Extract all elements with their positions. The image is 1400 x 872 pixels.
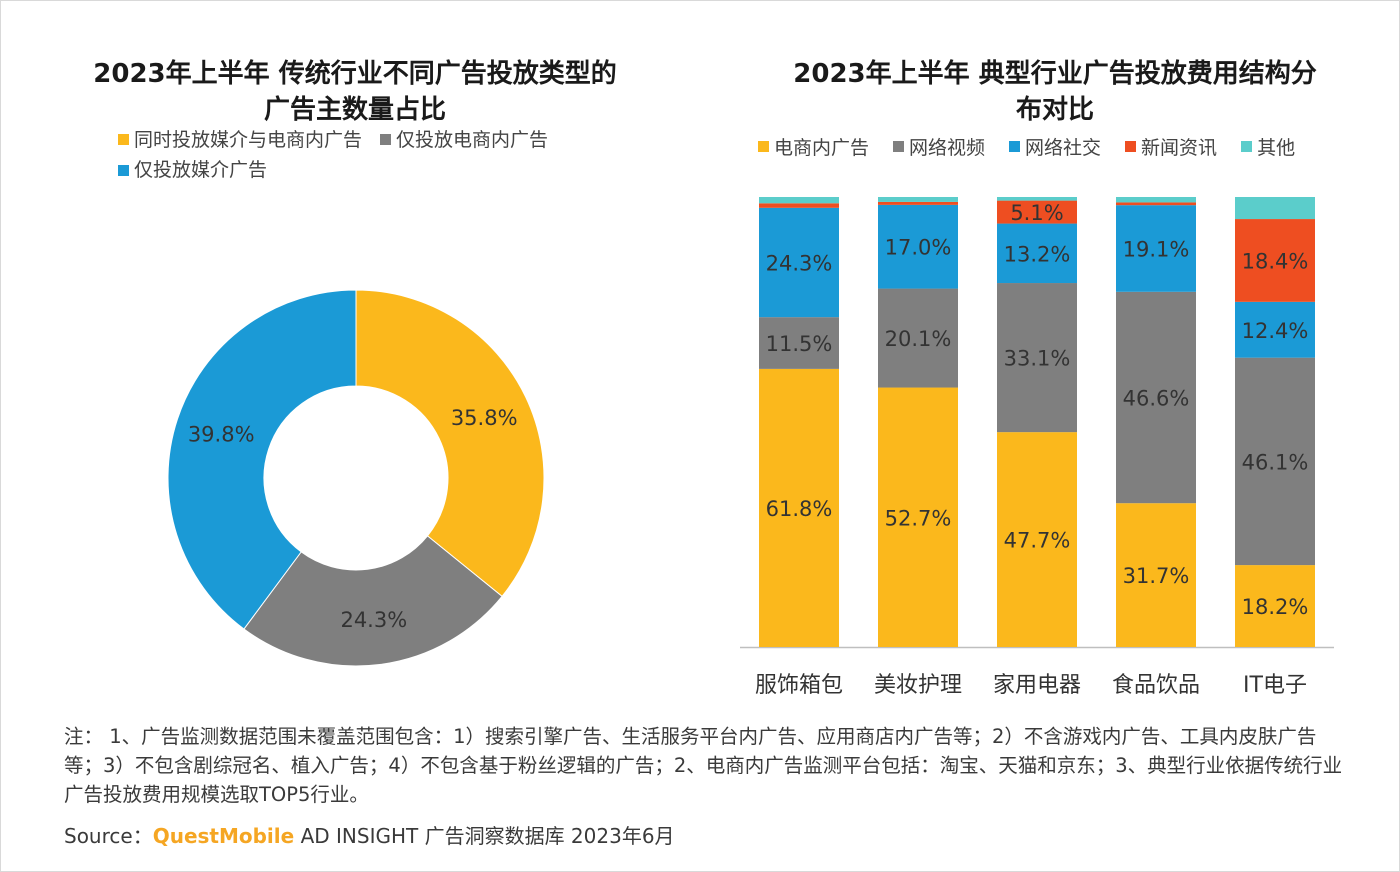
bar-segment-4-0: [1235, 565, 1315, 647]
donut-legend-item-1-swatch: [380, 134, 392, 145]
bar-value-label-4-0: 18.2%: [1242, 595, 1309, 619]
bar-value-label-0-0: 61.8%: [766, 497, 833, 521]
bar-segment-2-2: [997, 223, 1077, 284]
bar-title-line-1: 2023年上半年 典型行业广告投放费用结构分: [793, 59, 1317, 89]
donut-legend-item-0-swatch: [118, 134, 129, 145]
bar-legend-item-4-label: 其他: [1257, 137, 1296, 159]
donut-legend-item-1: 仅投放电商内广告: [380, 125, 548, 155]
donut-slice-0: [355, 289, 545, 598]
bar-value-label-2-2: 13.2%: [1004, 242, 1071, 266]
bar-value-label-3-2: 19.1%: [1123, 237, 1190, 261]
donut-slice-2: [167, 289, 357, 630]
bar-title-line-2: 布对比: [1015, 95, 1094, 125]
bar-segment-1-0: [878, 387, 958, 647]
bar-segment-0-0: [759, 368, 839, 647]
bar-segment-3-4: [1116, 197, 1196, 203]
donut-title-line-2: 广告主数量占比: [263, 95, 446, 125]
bar-value-label-4-3: 18.4%: [1242, 249, 1309, 273]
bar-segment-2-0: [997, 432, 1077, 647]
bar-legend-item-0: 电商内广告: [758, 133, 869, 160]
bar-segment-1-2: [878, 204, 958, 289]
bar-segment-2-4: [997, 197, 1077, 201]
footnote: 注： 1、广告监测数据范围未覆盖范围包含：1）搜索引擎广告、生活服务平台内广告、…: [64, 725, 1343, 806]
bar-segment-1-1: [878, 288, 958, 388]
donut-legend: 同时投放媒介与电商内广告 仅投放电商内广告仅投放媒介广告: [118, 124, 638, 185]
bar-segment-1-3: [878, 201, 958, 205]
donut-slice-1: [243, 535, 503, 667]
bar-legend-item-3: 新闻资讯: [1125, 133, 1217, 160]
bar-value-label-2-0: 47.7%: [1004, 529, 1071, 553]
bar-segment-3-1: [1116, 291, 1196, 504]
bar-value-label-1-1: 20.1%: [885, 327, 952, 351]
x-tick-label-4: IT电子: [1243, 673, 1307, 698]
bar-segment-0-4: [759, 197, 839, 204]
bar-legend-item-4: 其他: [1241, 133, 1295, 160]
x-tick-label-1: 美妆护理: [874, 673, 962, 698]
bar-segment-4-3: [1235, 219, 1315, 302]
bar-value-label-1-0: 52.7%: [885, 506, 952, 530]
source-prefix: Source：: [64, 824, 153, 848]
bar-legend-item-1: 网络视频: [893, 133, 985, 160]
bar-segment-1-4: [878, 197, 958, 202]
bar-value-label-0-2: 24.3%: [766, 251, 833, 275]
donut-title-line-1: 2023年上半年 传统行业不同广告投放类型的: [93, 59, 617, 89]
bar-legend-item-1-label: 网络视频: [909, 137, 986, 159]
bar-legend-item-2-swatch: [1009, 141, 1021, 152]
bar-value-label-1-2: 17.0%: [885, 236, 952, 260]
source-brand: QuestMobile: [152, 824, 295, 848]
bar-segment-2-1: [997, 283, 1077, 433]
donut-slice-label-1: 24.3%: [340, 608, 407, 632]
x-tick-label-0: 服饰箱包: [755, 673, 843, 698]
bar-legend-item-4-swatch: [1241, 141, 1253, 152]
bar-segment-3-0: [1116, 503, 1196, 647]
donut-chart: 35.8% 24.3% 39.8%: [167, 289, 545, 667]
bar-segment-4-1: [1235, 357, 1315, 566]
donut-legend-item-2-label: 仅投放媒介广告: [134, 159, 268, 181]
bar-legend-item-2-label: 网络社交: [1025, 137, 1102, 159]
bar-legend-item-2: 网络社交: [1009, 133, 1101, 160]
bar-value-label-4-2: 12.4%: [1242, 319, 1309, 343]
bar-segment-2-3: [997, 200, 1077, 224]
bar-value-label-2-1: 33.1%: [1004, 347, 1071, 371]
donut-slice-label-0: 35.8%: [451, 406, 518, 430]
x-tick-label-2: 家用电器: [993, 673, 1081, 698]
bar-value-label-4-1: 46.1%: [1242, 450, 1309, 474]
bar-segment-4-2: [1235, 301, 1315, 358]
bar-segment-3-2: [1116, 205, 1196, 292]
donut-legend-item-1-label: 仅投放电商内广告: [396, 128, 549, 151]
stacked-bar-chart: 61.8% 11.5% 24.3% 服饰箱包 52.7% 20.1% 17.0% 美妆护理 47…: [740, 197, 1334, 698]
source-line: Source：QuestMobile AD INSIGHT 广告洞察数据库 20…: [64, 820, 675, 849]
bar-chart-title: 2023年上半年 典型行业广告投放费用结构分 布对比: [760, 56, 1350, 128]
bar-legend-item-0-swatch: [758, 141, 769, 152]
bar-value-label-2-3: 5.1%: [1010, 201, 1063, 225]
bar-segment-0-3: [759, 203, 839, 208]
bar-legend: 电商内广告 网络视频 网络社交 新闻资讯 其他: [758, 133, 1398, 160]
bar-segment-0-2: [759, 207, 839, 318]
donut-chart-title: 2023年上半年 传统行业不同广告投放类型的 广告主数量占比: [60, 56, 650, 128]
x-tick-label-3: 食品饮品: [1112, 673, 1200, 698]
donut-legend-item-2: 仅投放媒介广告: [118, 155, 267, 185]
bar-legend-item-3-swatch: [1125, 141, 1137, 152]
donut-legend-item-0: 同时投放媒介与电商内广告: [118, 125, 362, 155]
bar-segment-0-1: [759, 317, 839, 369]
bar-value-label-3-0: 31.7%: [1123, 564, 1190, 588]
bar-segment-4-4: [1235, 197, 1315, 220]
donut-legend-item-0-label: 同时投放媒介与电商内广告: [134, 128, 363, 151]
source-description: AD INSIGHT 广告洞察数据库 2023年6月: [294, 824, 675, 848]
bar-legend-item-0-label: 电商内广告: [774, 137, 870, 159]
bar-segment-3-3: [1116, 202, 1196, 206]
bar-value-label-0-1: 11.5%: [766, 332, 833, 356]
bar-legend-item-3-label: 新闻资讯: [1141, 137, 1218, 159]
donut-legend-item-2-swatch: [118, 164, 129, 176]
bar-legend-item-1-swatch: [893, 141, 905, 152]
donut-slice-label-2: 39.8%: [188, 422, 255, 446]
bar-value-label-3-1: 46.6%: [1123, 387, 1190, 411]
